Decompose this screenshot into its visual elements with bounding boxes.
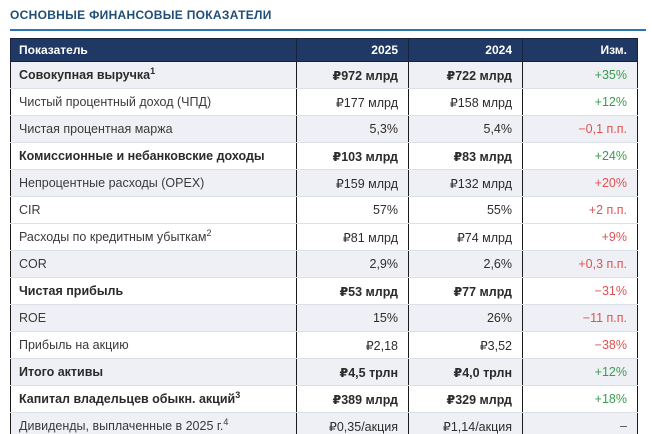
table-row: Прибыль на акцию ₽2,18 ₽3,52 −38% (10, 331, 638, 359)
metric-label: Непроцентные расходы (OPEX) (10, 169, 297, 197)
table-row: Чистая процентная маржа 5,3% 5,4% −0,1 п… (10, 115, 638, 143)
title-underline-rule (10, 29, 646, 31)
metric-label-text: Чистая процентная маржа (19, 122, 173, 136)
metric-label-text: ROE (19, 311, 47, 325)
value-2025: ₽389 млрд (296, 385, 409, 413)
value-2025: ₽972 млрд (296, 61, 409, 89)
metric-label: Прибыль на акцию (10, 331, 297, 359)
metric-label-text: Чистый процентный доход (ЧПД) (19, 95, 212, 109)
value-2024: ₽77 млрд (408, 277, 523, 305)
value-2024: ₽83 млрд (408, 142, 523, 170)
column-header-indicator: Показатель (10, 38, 297, 62)
metric-label-text: Расходы по кредитным убыткам (19, 230, 207, 244)
metric-label: Дивиденды, выплаченные в 2025 г.4 (10, 412, 297, 434)
footnote-marker: 1 (150, 65, 156, 76)
column-header-2025: 2025 (296, 38, 409, 62)
metric-label: Итого активы (10, 358, 297, 386)
table-header-row: Показатель 2025 2024 Изм. (10, 38, 638, 62)
value-2024: ₽1,14/акция (408, 412, 523, 434)
table-row: Непроцентные расходы (OPEX) ₽159 млрд ₽1… (10, 169, 638, 197)
value-2025: ₽81 млрд (296, 223, 409, 251)
value-2025: ₽159 млрд (296, 169, 409, 197)
metric-label-text: Дивиденды, выплаченные в 2025 г. (19, 419, 224, 433)
metric-label: Капитал владельцев обыкн. акций3 (10, 385, 297, 413)
change-value: +12% (522, 358, 638, 386)
value-2024: ₽3,52 (408, 331, 523, 359)
table-row: Капитал владельцев обыкн. акций3 ₽389 мл… (10, 385, 638, 413)
metric-label-text: CIR (19, 203, 41, 217)
metric-label: Совокупная выручка1 (10, 61, 297, 89)
metric-label-text: Прибыль на акцию (19, 338, 129, 352)
column-header-2024: 2024 (408, 38, 523, 62)
metric-label-text: Комиссионные и небанковские доходы (19, 149, 265, 163)
change-value: +2 п.п. (522, 196, 638, 224)
value-2025: ₽177 млрд (296, 88, 409, 116)
column-header-change: Изм. (522, 38, 638, 62)
metric-label: Комиссионные и небанковские доходы (10, 142, 297, 170)
metric-label-text: COR (19, 257, 47, 271)
change-value: −11 п.п. (522, 304, 638, 332)
value-2024: 26% (408, 304, 523, 332)
value-2024: ₽4,0 трлн (408, 358, 523, 386)
metric-label-text: Непроцентные расходы (OPEX) (19, 176, 205, 190)
change-value: +9% (522, 223, 638, 251)
change-value: +18% (522, 385, 638, 413)
table-row: COR 2,9% 2,6% +0,3 п.п. (10, 250, 638, 278)
table-row: Расходы по кредитным убыткам2 ₽81 млрд ₽… (10, 223, 638, 251)
change-value: – (522, 412, 638, 434)
value-2024: ₽132 млрд (408, 169, 523, 197)
table-row: Чистая прибыль ₽53 млрд ₽77 млрд −31% (10, 277, 638, 305)
table-row: Дивиденды, выплаченные в 2025 г.4 ₽0,35/… (10, 412, 638, 434)
table-row: ROE 15% 26% −11 п.п. (10, 304, 638, 332)
metric-label: COR (10, 250, 297, 278)
change-value: +0,3 п.п. (522, 250, 638, 278)
change-value: +12% (522, 88, 638, 116)
value-2025: 2,9% (296, 250, 409, 278)
value-2025: ₽103 млрд (296, 142, 409, 170)
table-row: CIR 57% 55% +2 п.п. (10, 196, 638, 224)
value-2025: ₽0,35/акция (296, 412, 409, 434)
value-2025: 15% (296, 304, 409, 332)
value-2025: ₽2,18 (296, 331, 409, 359)
financial-metrics-table: Показатель 2025 2024 Изм. Совокупная выр… (10, 38, 638, 434)
metric-label: Чистая процентная маржа (10, 115, 297, 143)
table-row: Комиссионные и небанковские доходы ₽103 … (10, 142, 638, 170)
metric-label: Чистая прибыль (10, 277, 297, 305)
metric-label-text: Чистая прибыль (19, 284, 124, 298)
page-title: ОСНОВНЫЕ ФИНАНСОВЫЕ ПОКАЗАТЕЛИ (10, 8, 272, 22)
value-2024: ₽329 млрд (408, 385, 523, 413)
value-2024: 2,6% (408, 250, 523, 278)
table-row: Итого активы ₽4,5 трлн ₽4,0 трлн +12% (10, 358, 638, 386)
value-2024: 55% (408, 196, 523, 224)
change-value: −38% (522, 331, 638, 359)
change-value: +35% (522, 61, 638, 89)
footnote-marker: 4 (223, 416, 229, 427)
change-value: −31% (522, 277, 638, 305)
footnote-marker: 2 (206, 227, 212, 238)
metric-label-text: Итого активы (19, 365, 104, 379)
metric-label-text: Совокупная выручка (19, 68, 151, 82)
metric-label: Расходы по кредитным убыткам2 (10, 223, 297, 251)
metric-label: CIR (10, 196, 297, 224)
value-2024: ₽158 млрд (408, 88, 523, 116)
change-value: +20% (522, 169, 638, 197)
value-2024: ₽74 млрд (408, 223, 523, 251)
value-2024: 5,4% (408, 115, 523, 143)
metric-label: Чистый процентный доход (ЧПД) (10, 88, 297, 116)
metric-label: ROE (10, 304, 297, 332)
value-2025: ₽4,5 трлн (296, 358, 409, 386)
value-2025: 5,3% (296, 115, 409, 143)
value-2025: ₽53 млрд (296, 277, 409, 305)
value-2024: ₽722 млрд (408, 61, 523, 89)
metric-label-text: Капитал владельцев обыкн. акций (19, 392, 236, 406)
footnote-marker: 3 (235, 389, 241, 400)
table-row: Совокупная выручка1 ₽972 млрд ₽722 млрд … (10, 61, 638, 89)
change-value: −0,1 п.п. (522, 115, 638, 143)
value-2025: 57% (296, 196, 409, 224)
change-value: +24% (522, 142, 638, 170)
table-row: Чистый процентный доход (ЧПД) ₽177 млрд … (10, 88, 638, 116)
